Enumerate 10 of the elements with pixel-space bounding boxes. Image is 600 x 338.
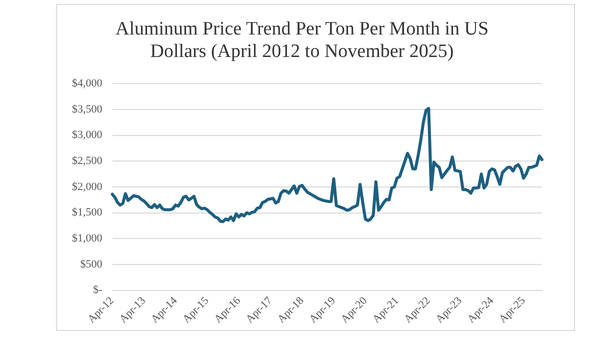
y-tick-label: $2,500 <box>72 155 103 168</box>
y-tick-label: $- <box>93 284 103 296</box>
y-tick-label: $1,500 <box>72 206 103 219</box>
y-tick-label: $2,000 <box>72 180 103 193</box>
chart-title: Aluminum Price Trend Per Ton Per Month in US Dollars (April 2012 to November 2025) <box>115 18 489 62</box>
y-tick-label: $3,500 <box>72 103 103 116</box>
y-tick-label: $1,000 <box>72 232 103 245</box>
y-tick-label: $4,000 <box>72 77 103 90</box>
y-tick-label: $500 <box>80 258 103 270</box>
y-tick-label: $3,000 <box>72 129 103 142</box>
